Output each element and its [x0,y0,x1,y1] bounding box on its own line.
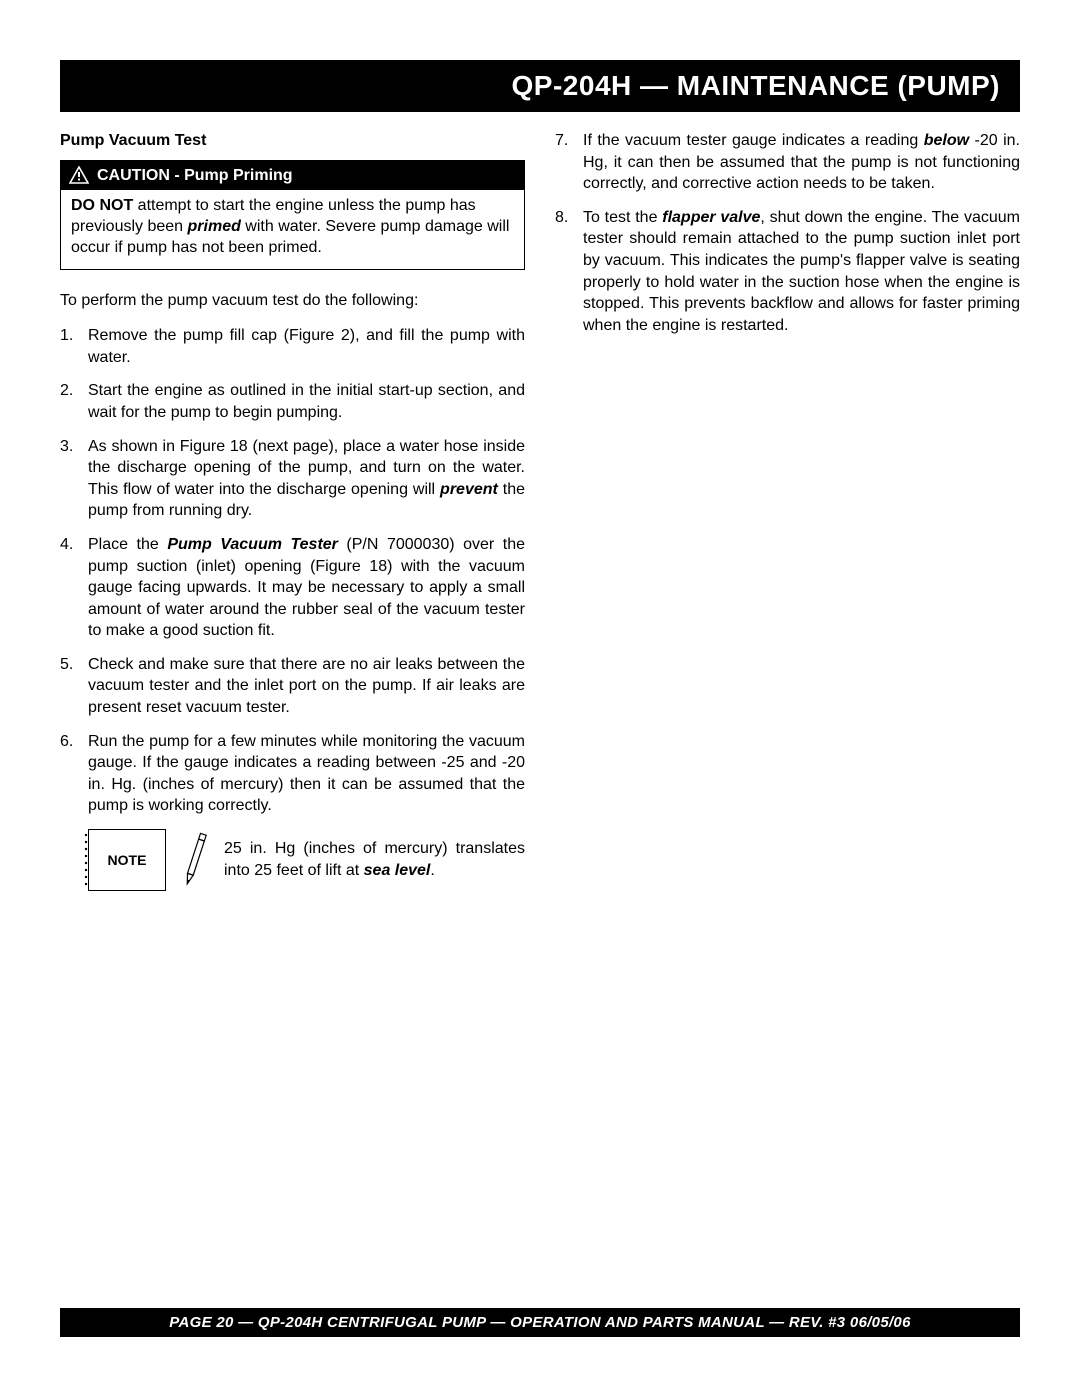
step-8-bold: flapper valve [662,209,760,226]
step-6: Run the pump for a few minutes while mon… [60,731,525,817]
step-1: Remove the pump fill cap (Figure 2), and… [60,325,525,368]
step-4: Place the Pump Vacuum Tester (P/N 700003… [60,534,525,642]
step-8-pre: To test the [583,209,662,226]
step-5: Check and make sure that there are no ai… [60,654,525,719]
note-text: 25 in. Hg (inches of mercury) translates… [224,838,525,881]
step-2: Start the engine as outlined in the init… [60,380,525,423]
warning-triangle-icon [69,166,89,184]
note-text-bold: sea level [364,862,431,879]
steps-list-left: Remove the pump fill cap (Figure 2), and… [60,325,525,817]
step-3-bold: prevent [440,481,498,498]
step-7-bold: below [924,132,969,149]
footer-text: PAGE 20 — QP-204H CENTRIFUGAL PUMP — OPE… [169,1314,910,1331]
section-heading: Pump Vacuum Test [60,130,525,152]
step-2-text: Start the engine as outlined in the init… [88,382,525,421]
right-column: If the vacuum tester gauge indicates a r… [555,130,1020,891]
step-8: To test the flapper valve, shut down the… [555,207,1020,337]
intro-text: To perform the pump vacuum test do the f… [60,290,525,312]
step-3: As shown in Figure 18 (next page), place… [60,436,525,522]
pencil-icon [180,829,210,891]
content-columns: Pump Vacuum Test CAUTION - Pump Priming … [60,130,1020,891]
note-label: NOTE [108,851,147,870]
caution-header: CAUTION - Pump Priming [61,161,524,191]
step-4-pre: Place the [88,536,167,553]
step-7: If the vacuum tester gauge indicates a r… [555,130,1020,195]
step-4-bold: Pump Vacuum Tester [167,536,338,553]
step-7-pre: If the vacuum tester gauge indicates a r… [583,132,924,149]
step-5-text: Check and make sure that there are no ai… [88,656,525,716]
note-text-post: . [430,862,434,879]
caution-label: CAUTION - Pump Priming [97,165,293,187]
page-header-title: QP-204H — MAINTENANCE (PUMP) [512,70,1000,101]
caution-primed: primed [188,218,241,235]
left-column: Pump Vacuum Test CAUTION - Pump Priming … [60,130,525,891]
caution-donot: DO NOT [71,197,133,214]
page-header-bar: QP-204H — MAINTENANCE (PUMP) [60,60,1020,112]
step-1-text: Remove the pump fill cap (Figure 2), and… [88,327,525,366]
steps-list-right: If the vacuum tester gauge indicates a r… [555,130,1020,336]
note-row: NOTE 25 in. Hg (inches of mercury) trans… [60,829,525,891]
notepad-icon: NOTE [88,829,166,891]
caution-box: CAUTION - Pump Priming DO NOT attempt to… [60,160,525,270]
step-8-post: , shut down the engine. The vacuum teste… [583,209,1020,334]
page-footer-bar: PAGE 20 — QP-204H CENTRIFUGAL PUMP — OPE… [60,1308,1020,1337]
step-6-text: Run the pump for a few minutes while mon… [88,733,525,815]
caution-body: DO NOT attempt to start the engine unles… [61,190,524,268]
